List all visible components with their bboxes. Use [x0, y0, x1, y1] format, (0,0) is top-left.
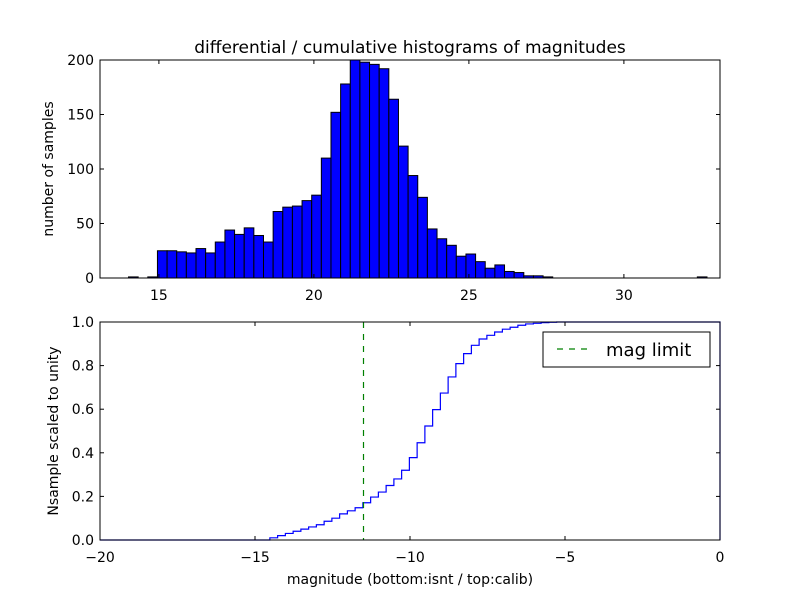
- y-axis-label-top: number of samples: [41, 101, 57, 236]
- cumulative-axes: −20 −15 −10 −5 0 0.0 0.2 0.4 0.6 0.8 1.0: [72, 315, 725, 566]
- y-tick-label: 0: [85, 271, 94, 287]
- y-tick-label: 0.6: [72, 402, 94, 418]
- legend: mag limit: [542, 331, 711, 368]
- y-tick-label: 50: [76, 217, 94, 233]
- histogram-bar: [417, 196, 428, 279]
- chart-title: differential / cumulative histograms of …: [194, 38, 626, 58]
- x-tick-label: 20: [305, 288, 323, 304]
- histogram-bar: [397, 145, 409, 279]
- x-axis-label: magnitude (bottom:isnt / top:calib): [287, 572, 533, 588]
- histogram-bar: [369, 63, 380, 279]
- histogram-bar: [224, 229, 236, 279]
- x-tick-label: 30: [615, 288, 633, 304]
- cumulative-step-line: [100, 321, 721, 541]
- histogram-bar: [214, 241, 226, 279]
- histogram-bar: [388, 98, 399, 279]
- histogram-bar: [504, 270, 515, 279]
- y-tick-label: 200: [67, 53, 94, 69]
- y-tick-label: 0.2: [72, 489, 94, 505]
- x-tick-label: −20: [85, 550, 115, 566]
- y-tick-label: 1.0: [72, 315, 94, 331]
- histogram-bar: [436, 238, 448, 279]
- histogram-bar: [234, 233, 245, 279]
- y-tick-label: 150: [67, 108, 94, 124]
- x-tick-label: 15: [150, 288, 168, 304]
- histogram-bar: [282, 206, 293, 279]
- histogram-bar: [253, 234, 264, 279]
- histogram-bar: [195, 248, 207, 279]
- y-axis-label-bottom: Nsample scaled to unity: [46, 346, 62, 515]
- histogram-bar: [301, 200, 313, 279]
- histogram-bar: [272, 211, 284, 279]
- x-tick-label: −5: [555, 550, 576, 566]
- y-tick-label: 100: [67, 162, 94, 178]
- x-tick-label: −15: [240, 550, 270, 566]
- histogram-bar: [243, 227, 255, 279]
- histogram-bar: [340, 83, 351, 279]
- y-tick-label: 0.0: [72, 533, 94, 549]
- histogram-axes: 15 20 25 30 0 50 100 150 200: [67, 53, 721, 304]
- histogram-bar: [311, 194, 322, 279]
- histogram-bar: [205, 252, 216, 279]
- y-tick-label: 0.4: [72, 446, 94, 462]
- histogram-bar: [320, 157, 332, 279]
- histogram-bar: [349, 59, 361, 279]
- histogram-bar: [407, 175, 419, 279]
- histogram-bar: [494, 264, 506, 279]
- histogram-bar: [330, 111, 342, 279]
- histogram-bar: [156, 250, 168, 279]
- histogram-bar: [513, 272, 525, 279]
- x-tick-label: −10: [395, 550, 425, 566]
- histogram-bar: [378, 68, 390, 279]
- histogram-bar: [176, 251, 187, 279]
- histogram-bar: [426, 228, 438, 279]
- x-tick-label: 25: [460, 288, 478, 304]
- histogram-bar: [484, 267, 496, 279]
- histogram-bar: [291, 205, 303, 279]
- histogram-bar: [262, 241, 274, 279]
- histogram-bar: [446, 244, 457, 279]
- histogram-bar: [465, 253, 477, 279]
- legend-label: mag limit: [606, 340, 691, 361]
- x-tick-label: 0: [716, 550, 725, 566]
- histogram-bar: [455, 255, 467, 279]
- histogram-bar: [475, 261, 486, 279]
- histogram-bar: [359, 61, 371, 279]
- y-tick-label: 0.8: [72, 359, 94, 375]
- histogram-bar: [166, 250, 178, 279]
- histogram-bar: [185, 252, 197, 279]
